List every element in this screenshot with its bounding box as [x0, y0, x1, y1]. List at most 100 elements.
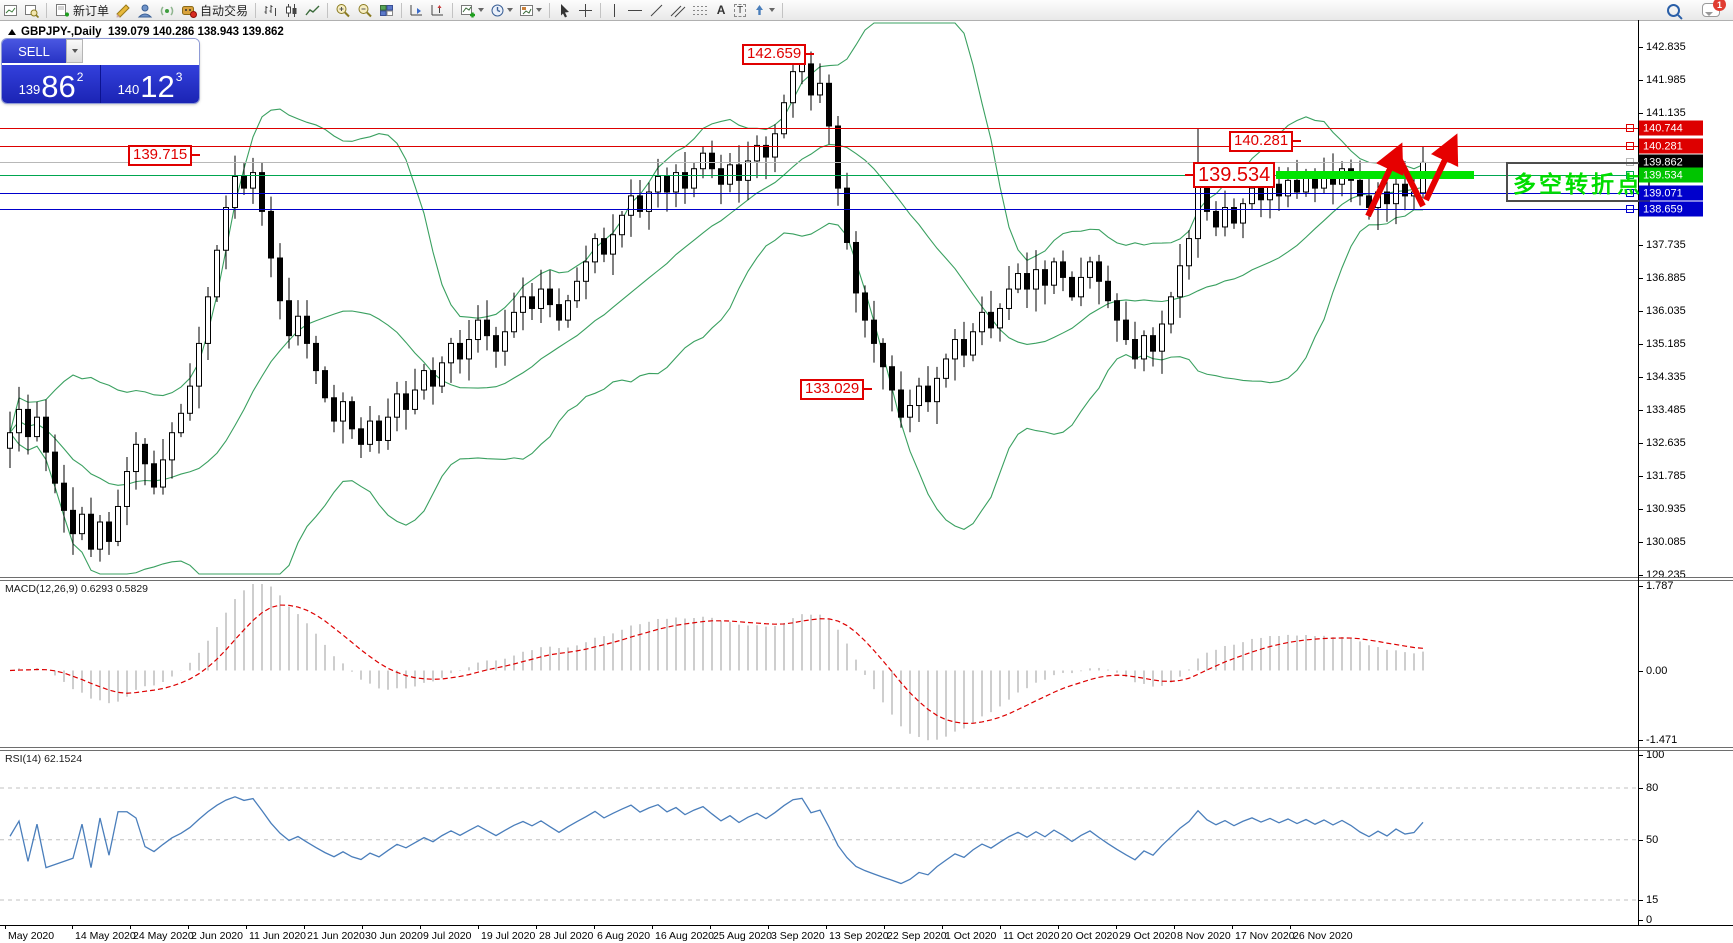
- price-axis-tickmark: [1638, 244, 1643, 246]
- price-axis-tickmark: [1638, 112, 1643, 114]
- date-tickmark: [130, 925, 131, 929]
- text-tool-button[interactable]: A: [711, 1, 731, 19]
- pane-separator[interactable]: [0, 747, 1733, 748]
- equidistant-channel-tool-button[interactable]: [667, 1, 689, 19]
- search-button[interactable]: [1664, 1, 1683, 19]
- rsi-axis-tick: 80: [1646, 782, 1659, 794]
- templates-button[interactable]: [516, 1, 545, 19]
- bar-chart-mode-button[interactable]: [260, 1, 281, 19]
- zoom-in-button[interactable]: [332, 1, 354, 19]
- callout-leader: [806, 53, 815, 56]
- date-label: 20 Oct 2020: [1061, 930, 1119, 942]
- signals-button[interactable]: [156, 1, 178, 19]
- price-axis-tickmark: [1638, 475, 1643, 477]
- toolbar-separator: [549, 2, 551, 18]
- macd-axis-tickmark: [1638, 586, 1643, 588]
- turning-point-annotation[interactable]: 多空转折点: [1506, 162, 1650, 202]
- date-tickmark: [478, 925, 479, 929]
- date-tickmark: [536, 925, 537, 929]
- pane-separator[interactable]: [0, 580, 1733, 581]
- date-label: 17 Nov 2020: [1235, 930, 1295, 942]
- toolbar-separator: [600, 2, 602, 18]
- price-axis-tickmark: [1638, 541, 1643, 543]
- cursor-tool-button[interactable]: [554, 1, 575, 19]
- new-order-label: 新订单: [73, 3, 110, 18]
- periods-button[interactable]: [487, 1, 516, 19]
- rsi-axis-tick: 100: [1646, 749, 1665, 761]
- toolbar-separator: [452, 2, 454, 18]
- price-callout[interactable]: 139.534: [1193, 162, 1276, 188]
- price-callout[interactable]: 133.029: [800, 379, 865, 400]
- arrows-tool-button[interactable]: [749, 1, 778, 19]
- support-highlight-bar[interactable]: [1276, 171, 1474, 179]
- price-callout[interactable]: 139.715: [128, 145, 193, 166]
- toolbar-separator: [401, 2, 403, 18]
- collapse-triangle-icon[interactable]: [8, 29, 16, 35]
- rsi-axis-tickmark: [1638, 755, 1643, 756]
- date-label: 29 Oct 2020: [1119, 930, 1177, 942]
- price-axis-line: [1638, 20, 1639, 925]
- notifications-button[interactable]: 1: [1683, 0, 1726, 19]
- new-chart-button[interactable]: [0, 1, 21, 19]
- rsi-axis-tickmark: [1638, 899, 1643, 901]
- date-tickmark: [594, 925, 595, 929]
- new-order-button[interactable]: 新订单: [51, 1, 112, 19]
- profiles-button[interactable]: [21, 1, 42, 19]
- down-arrow-icon: [71, 49, 78, 53]
- sell-price-panel[interactable]: 139 86 2: [2, 65, 101, 103]
- autotrading-label: 自动交易: [200, 3, 249, 18]
- crosshair-tool-button[interactable]: [575, 1, 596, 19]
- candlestick-mode-button[interactable]: [281, 1, 302, 19]
- level-line[interactable]: [0, 161, 1638, 163]
- add-indicator-button[interactable]: [457, 1, 487, 19]
- level-line[interactable]: [0, 127, 1638, 129]
- price-callout[interactable]: 142.659: [742, 44, 807, 65]
- fibonacci-tool-button[interactable]: [689, 1, 711, 19]
- date-label: 8 Nov 2020: [1177, 930, 1231, 942]
- level-line[interactable]: [0, 145, 1638, 147]
- date-label: 24 May 2020: [133, 930, 194, 942]
- autoscroll-button[interactable]: [406, 1, 427, 19]
- volume-input[interactable]: [83, 39, 199, 63]
- tile-windows-button[interactable]: [376, 1, 397, 19]
- date-label: 28 Jul 2020: [539, 930, 594, 942]
- arrows-tool-caret: [769, 8, 776, 12]
- sell-button[interactable]: SELL: [2, 39, 66, 65]
- level-line[interactable]: [0, 208, 1638, 210]
- line-chart-mode-button[interactable]: [302, 1, 323, 19]
- price-callout[interactable]: 140.281: [1229, 131, 1294, 152]
- autotrading-button[interactable]: 自动交易: [178, 1, 251, 19]
- chart-ohlc-values: 139.079 140.286 138.943 139.862: [107, 26, 284, 38]
- sell-price-main: 86: [41, 68, 76, 103]
- trendline-tool-button[interactable]: [646, 1, 667, 19]
- rsi-axis-tickmark: [1638, 920, 1643, 921]
- price-axis-tickmark: [1638, 310, 1643, 312]
- price-axis-tick: 141.985: [1646, 73, 1686, 86]
- buy-price-prefix: 140: [117, 82, 140, 97]
- price-axis-tickmark: [1638, 442, 1643, 444]
- buy-price-pip: 3: [175, 70, 183, 84]
- vertical-line-tool-button[interactable]: [605, 1, 624, 19]
- level-line[interactable]: [0, 192, 1638, 194]
- chart-shift-button[interactable]: [427, 1, 448, 19]
- zoom-out-button[interactable]: [354, 1, 376, 19]
- volume-decrease-button[interactable]: [66, 39, 83, 63]
- macd-axis-tick: -1.471: [1646, 734, 1678, 747]
- text-label-tool-button[interactable]: T: [731, 1, 749, 19]
- date-tickmark: [942, 925, 943, 929]
- rsi-axis-tickmark: [1638, 839, 1643, 841]
- callout-leader: [192, 154, 201, 157]
- metaeditor-button[interactable]: [112, 1, 134, 19]
- pane-separator[interactable]: [0, 750, 1733, 751]
- price-axis-tick: 141.135: [1646, 106, 1686, 119]
- price-badge: 139.071: [1639, 185, 1703, 201]
- price-axis-tickmark: [1638, 47, 1643, 48]
- price-axis-tick: 133.485: [1646, 403, 1686, 416]
- buy-price-panel[interactable]: 140 12 3: [101, 65, 199, 103]
- one-click-trading-widget: SELL BUY 139 86 2 140 12 3: [2, 39, 199, 103]
- horizontal-line-tool-button[interactable]: [624, 1, 646, 19]
- mql5-community-button[interactable]: [134, 1, 156, 19]
- sell-price-pip: 2: [76, 70, 84, 84]
- pane-separator[interactable]: [0, 577, 1733, 578]
